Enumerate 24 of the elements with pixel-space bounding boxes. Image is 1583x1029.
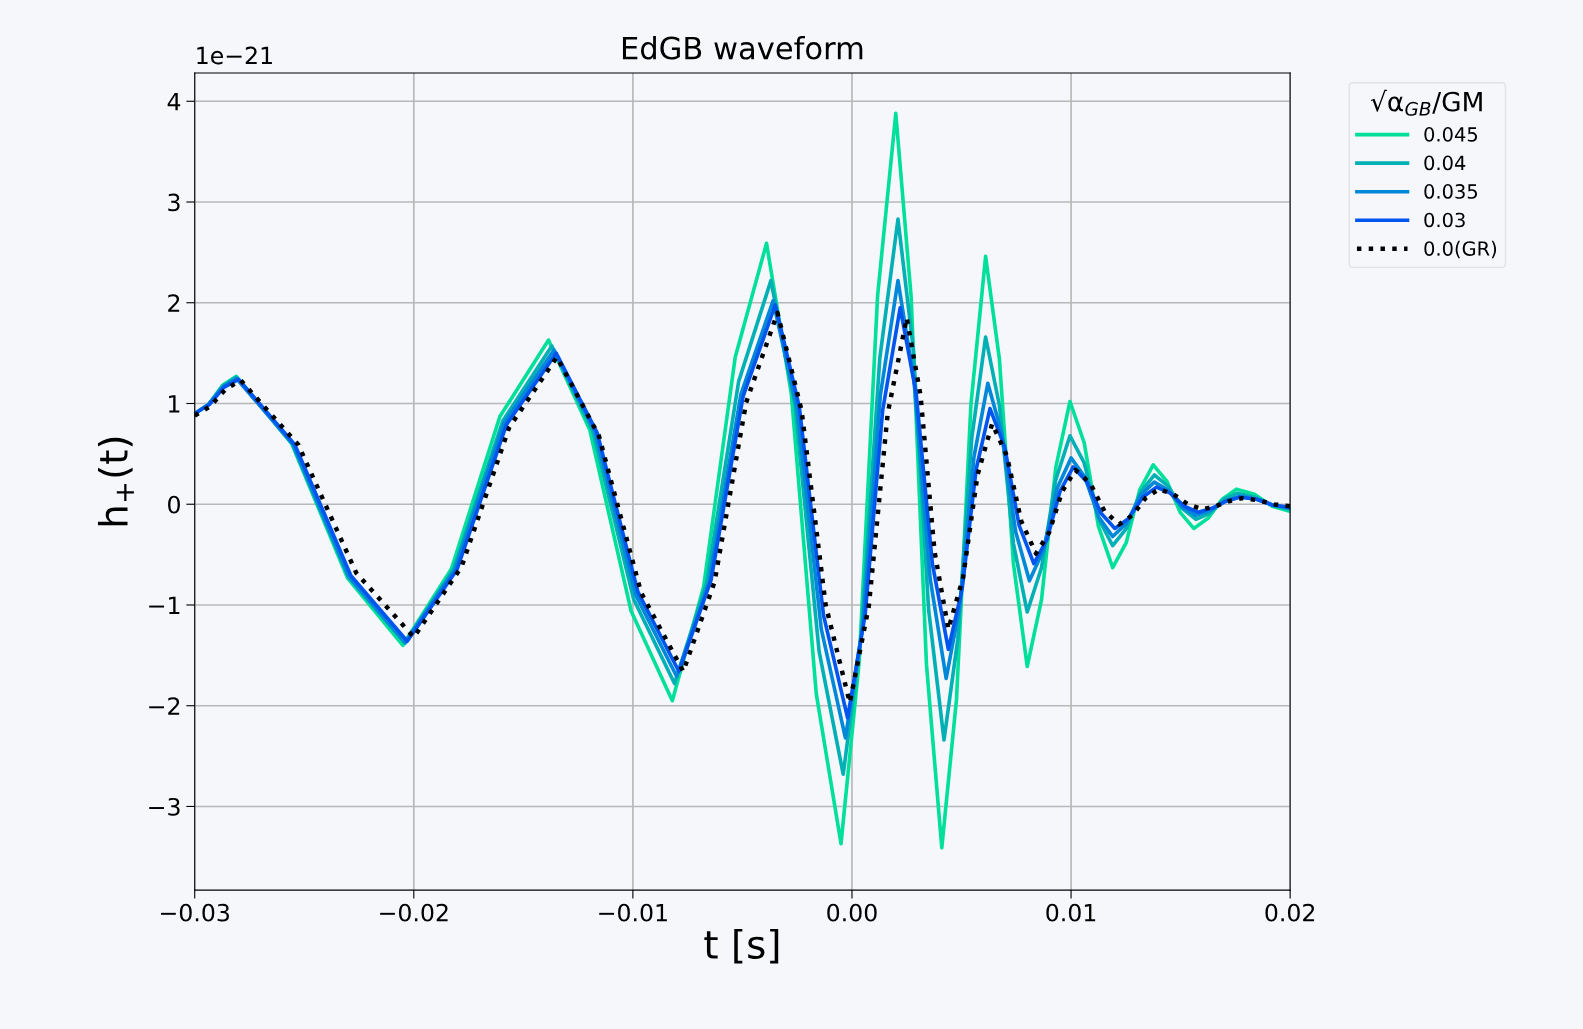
x-axis-title: t [s]	[704, 928, 779, 964]
y-tick-label: 1	[169, 395, 180, 413]
legend-title: √α$_{GB}$/GM	[1370, 89, 1482, 116]
legend-label: 0.045	[1424, 127, 1478, 142]
x-tick-label: −0.02	[380, 903, 448, 922]
chart-title: EdGB waveform	[622, 35, 863, 60]
y-tick-label: 2	[168, 294, 180, 312]
legend-label: 0.035	[1424, 184, 1478, 199]
text: 1e−21	[197, 46, 272, 65]
y-tick-label: 0	[168, 495, 180, 514]
x-tick-label: −0.03	[161, 903, 229, 922]
y-tick-label: −1	[149, 596, 180, 614]
x-tick-label: 0.00	[827, 903, 877, 922]
legend-label: 0.0(GR)	[1424, 240, 1497, 259]
legend-label: 0.03	[1424, 212, 1465, 228]
legend-label: 0.04	[1424, 155, 1466, 171]
x-tick-label: 0.02	[1265, 903, 1315, 922]
y-tick-label: −3	[149, 797, 180, 816]
y-axis-title: h$_{+}$(t)	[97, 437, 134, 526]
y-tick-label: −2	[149, 697, 180, 715]
x-tick-label: 0.01	[1046, 903, 1096, 922]
y-tick-label: 4	[167, 93, 181, 111]
x-tick-label: −0.01	[599, 903, 667, 922]
y-tick-label: 3	[168, 193, 180, 212]
